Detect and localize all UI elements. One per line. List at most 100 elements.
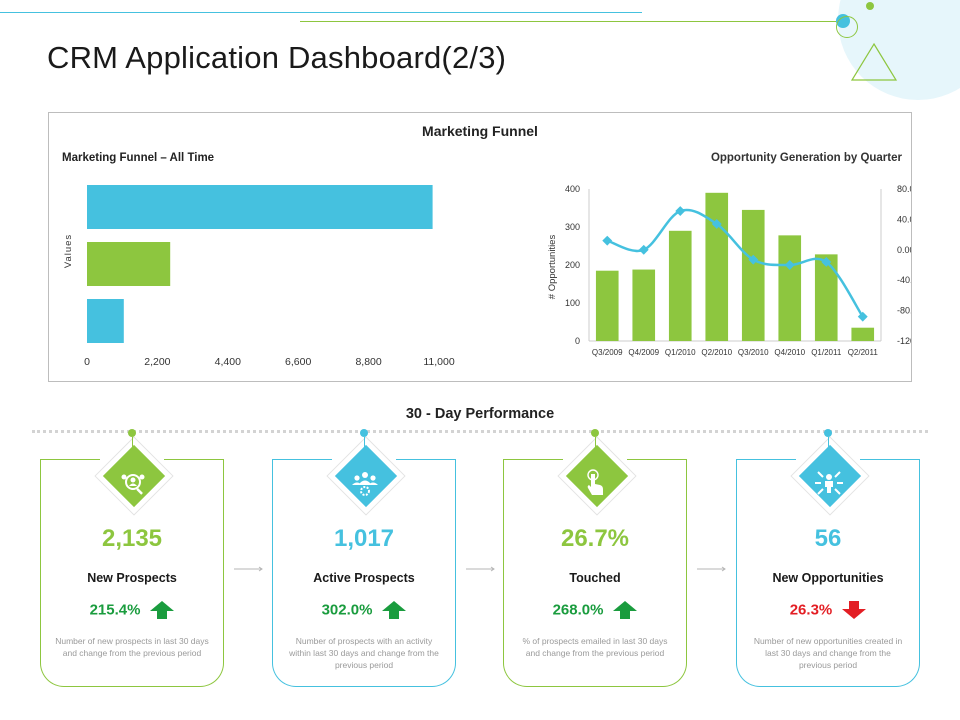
card-top-border bbox=[627, 459, 687, 460]
connector-arrow-icon bbox=[466, 566, 495, 572]
growth-point bbox=[784, 260, 795, 270]
touch-hand-icon bbox=[587, 469, 603, 495]
opportunity-bar bbox=[632, 269, 656, 341]
timeline-dot bbox=[824, 429, 832, 437]
panel-title: Marketing Funnel bbox=[422, 123, 538, 139]
change-value: 215.4% bbox=[89, 601, 141, 619]
growth-point bbox=[602, 235, 613, 246]
marketing-funnel-panel: Marketing Funnel Marketing Funnel – All … bbox=[48, 112, 912, 382]
metric-description: Number of new prospects in last 30 days … bbox=[55, 636, 209, 658]
metric-label: New Opportunities bbox=[772, 571, 884, 585]
decor-triangle bbox=[850, 42, 898, 81]
decor-dot bbox=[866, 2, 874, 10]
card-top-border bbox=[736, 459, 796, 460]
funnel-bar-chart: Values 0 2,200 4,400 6,600 8,800 11,000 bbox=[63, 185, 455, 368]
x-tick-label: Q2/2010 bbox=[701, 348, 732, 357]
metric-description: % of prospects emailed in last 30 days a… bbox=[522, 636, 668, 658]
y2-tick-label: 40.00% bbox=[897, 214, 911, 224]
connector-arrow-icon bbox=[234, 566, 263, 572]
performance-card: 26.7% Touched 268.0% % of prospects emailed… bbox=[503, 437, 687, 687]
growth-point bbox=[638, 244, 649, 255]
performance-card: 1,017 Active Prospects 302.0% Number of pro… bbox=[272, 437, 456, 687]
card-top-border bbox=[396, 459, 456, 460]
growth-point bbox=[748, 254, 759, 265]
metric-label: Touched bbox=[569, 571, 621, 585]
opportunity-bar bbox=[851, 327, 875, 341]
y-tick-label: 400 bbox=[565, 184, 580, 194]
growth-point bbox=[857, 311, 868, 322]
timeline-stem bbox=[828, 437, 829, 451]
arrow-up-icon bbox=[382, 601, 407, 620]
metric-change: 215.4% bbox=[41, 601, 223, 620]
y2-tick-label: -80.00% bbox=[897, 306, 911, 316]
timeline-stem bbox=[364, 437, 365, 451]
metric-description: Number of new opportunities created in l… bbox=[753, 636, 903, 670]
timeline-dot bbox=[360, 429, 368, 437]
header-line-right bbox=[300, 21, 940, 22]
network-person-icon bbox=[815, 471, 843, 495]
growth-point bbox=[675, 206, 686, 216]
group-search-icon bbox=[121, 474, 145, 495]
metric-label: Active Prospects bbox=[313, 571, 415, 585]
opportunity-bar bbox=[741, 209, 765, 341]
timeline-stem bbox=[595, 437, 596, 451]
quarter-combo-chart: 0 100 200 300 400 80.00% 40.00% 0.00% -40.00% -80… bbox=[547, 184, 911, 357]
card-top-border bbox=[860, 459, 920, 460]
timeline-dot bbox=[591, 429, 599, 437]
opportunity-bar bbox=[668, 230, 692, 341]
y-tick-label: 0 bbox=[575, 336, 580, 346]
card-top-border bbox=[40, 459, 100, 460]
x-tick-label: Q1/2011 bbox=[811, 348, 842, 357]
page-title: CRM Application Dashboard(2/3) bbox=[47, 40, 507, 75]
funnel-bar bbox=[87, 242, 171, 286]
arrow-up-icon bbox=[150, 601, 175, 620]
y-tick-label: 300 bbox=[565, 222, 580, 232]
arrow-up-icon bbox=[613, 601, 638, 620]
performance-card: 56 New Opportunities 26.3% Number of new op… bbox=[736, 437, 920, 687]
opportunity-bar bbox=[595, 270, 619, 341]
team-gear-icon bbox=[352, 472, 378, 496]
timeline-dot bbox=[128, 429, 136, 437]
y2-tick-label: 80.00% bbox=[897, 184, 911, 194]
funnel-x-tick-label: 11,000 bbox=[423, 356, 454, 368]
metric-change: 302.0% bbox=[273, 601, 455, 620]
metric-change: 26.3% bbox=[737, 601, 919, 620]
card-top-border bbox=[272, 459, 332, 460]
x-tick-label: Q1/2010 bbox=[665, 348, 696, 357]
funnel-bar bbox=[87, 299, 124, 343]
timeline-stem bbox=[132, 437, 133, 451]
card-top-border bbox=[503, 459, 563, 460]
change-value: 268.0% bbox=[552, 601, 604, 619]
funnel-y-axis-label: Values bbox=[63, 234, 74, 268]
metric-value: 56 bbox=[814, 525, 842, 552]
change-value: 26.3% bbox=[789, 601, 833, 619]
metric-value: 1,017 bbox=[333, 525, 395, 552]
y2-tick-label: -120.00% bbox=[897, 336, 911, 346]
funnel-bar bbox=[87, 185, 433, 229]
growth-point bbox=[711, 219, 722, 229]
funnel-chart-title: Marketing Funnel – All Time bbox=[62, 152, 215, 164]
card-top-border bbox=[164, 459, 224, 460]
y2-tick-label: 0.00% bbox=[897, 245, 911, 255]
y-tick-label: 100 bbox=[565, 298, 580, 308]
decor-ring bbox=[836, 16, 858, 38]
quarter-chart-title: Opportunity Generation by Quarter bbox=[710, 152, 902, 164]
x-tick-label: Q3/2010 bbox=[738, 348, 769, 357]
performance-title: 30 - Day Performance bbox=[405, 406, 555, 422]
dotted-timeline bbox=[32, 430, 928, 437]
change-value: 302.0% bbox=[321, 601, 373, 619]
y-axis-label: # Opportunities bbox=[547, 235, 558, 300]
y2-tick-label: -40.00% bbox=[897, 275, 911, 285]
funnel-x-tick-label: 4,400 bbox=[215, 356, 241, 368]
funnel-x-tick-label: 2,200 bbox=[144, 356, 170, 368]
performance-card: 2,135 New Prospects 215.4% Number of new pr… bbox=[40, 437, 224, 687]
x-tick-label: Q4/2009 bbox=[628, 348, 659, 357]
y-tick-label: 200 bbox=[565, 260, 580, 270]
opportunity-bar bbox=[778, 235, 802, 341]
opportunity-bar bbox=[705, 192, 729, 341]
growth-point bbox=[821, 257, 832, 267]
x-tick-label: Q2/2011 bbox=[848, 348, 879, 357]
arrow-down-icon bbox=[842, 601, 867, 620]
x-tick-label: Q3/2009 bbox=[592, 348, 623, 357]
opportunity-bar bbox=[814, 254, 838, 341]
